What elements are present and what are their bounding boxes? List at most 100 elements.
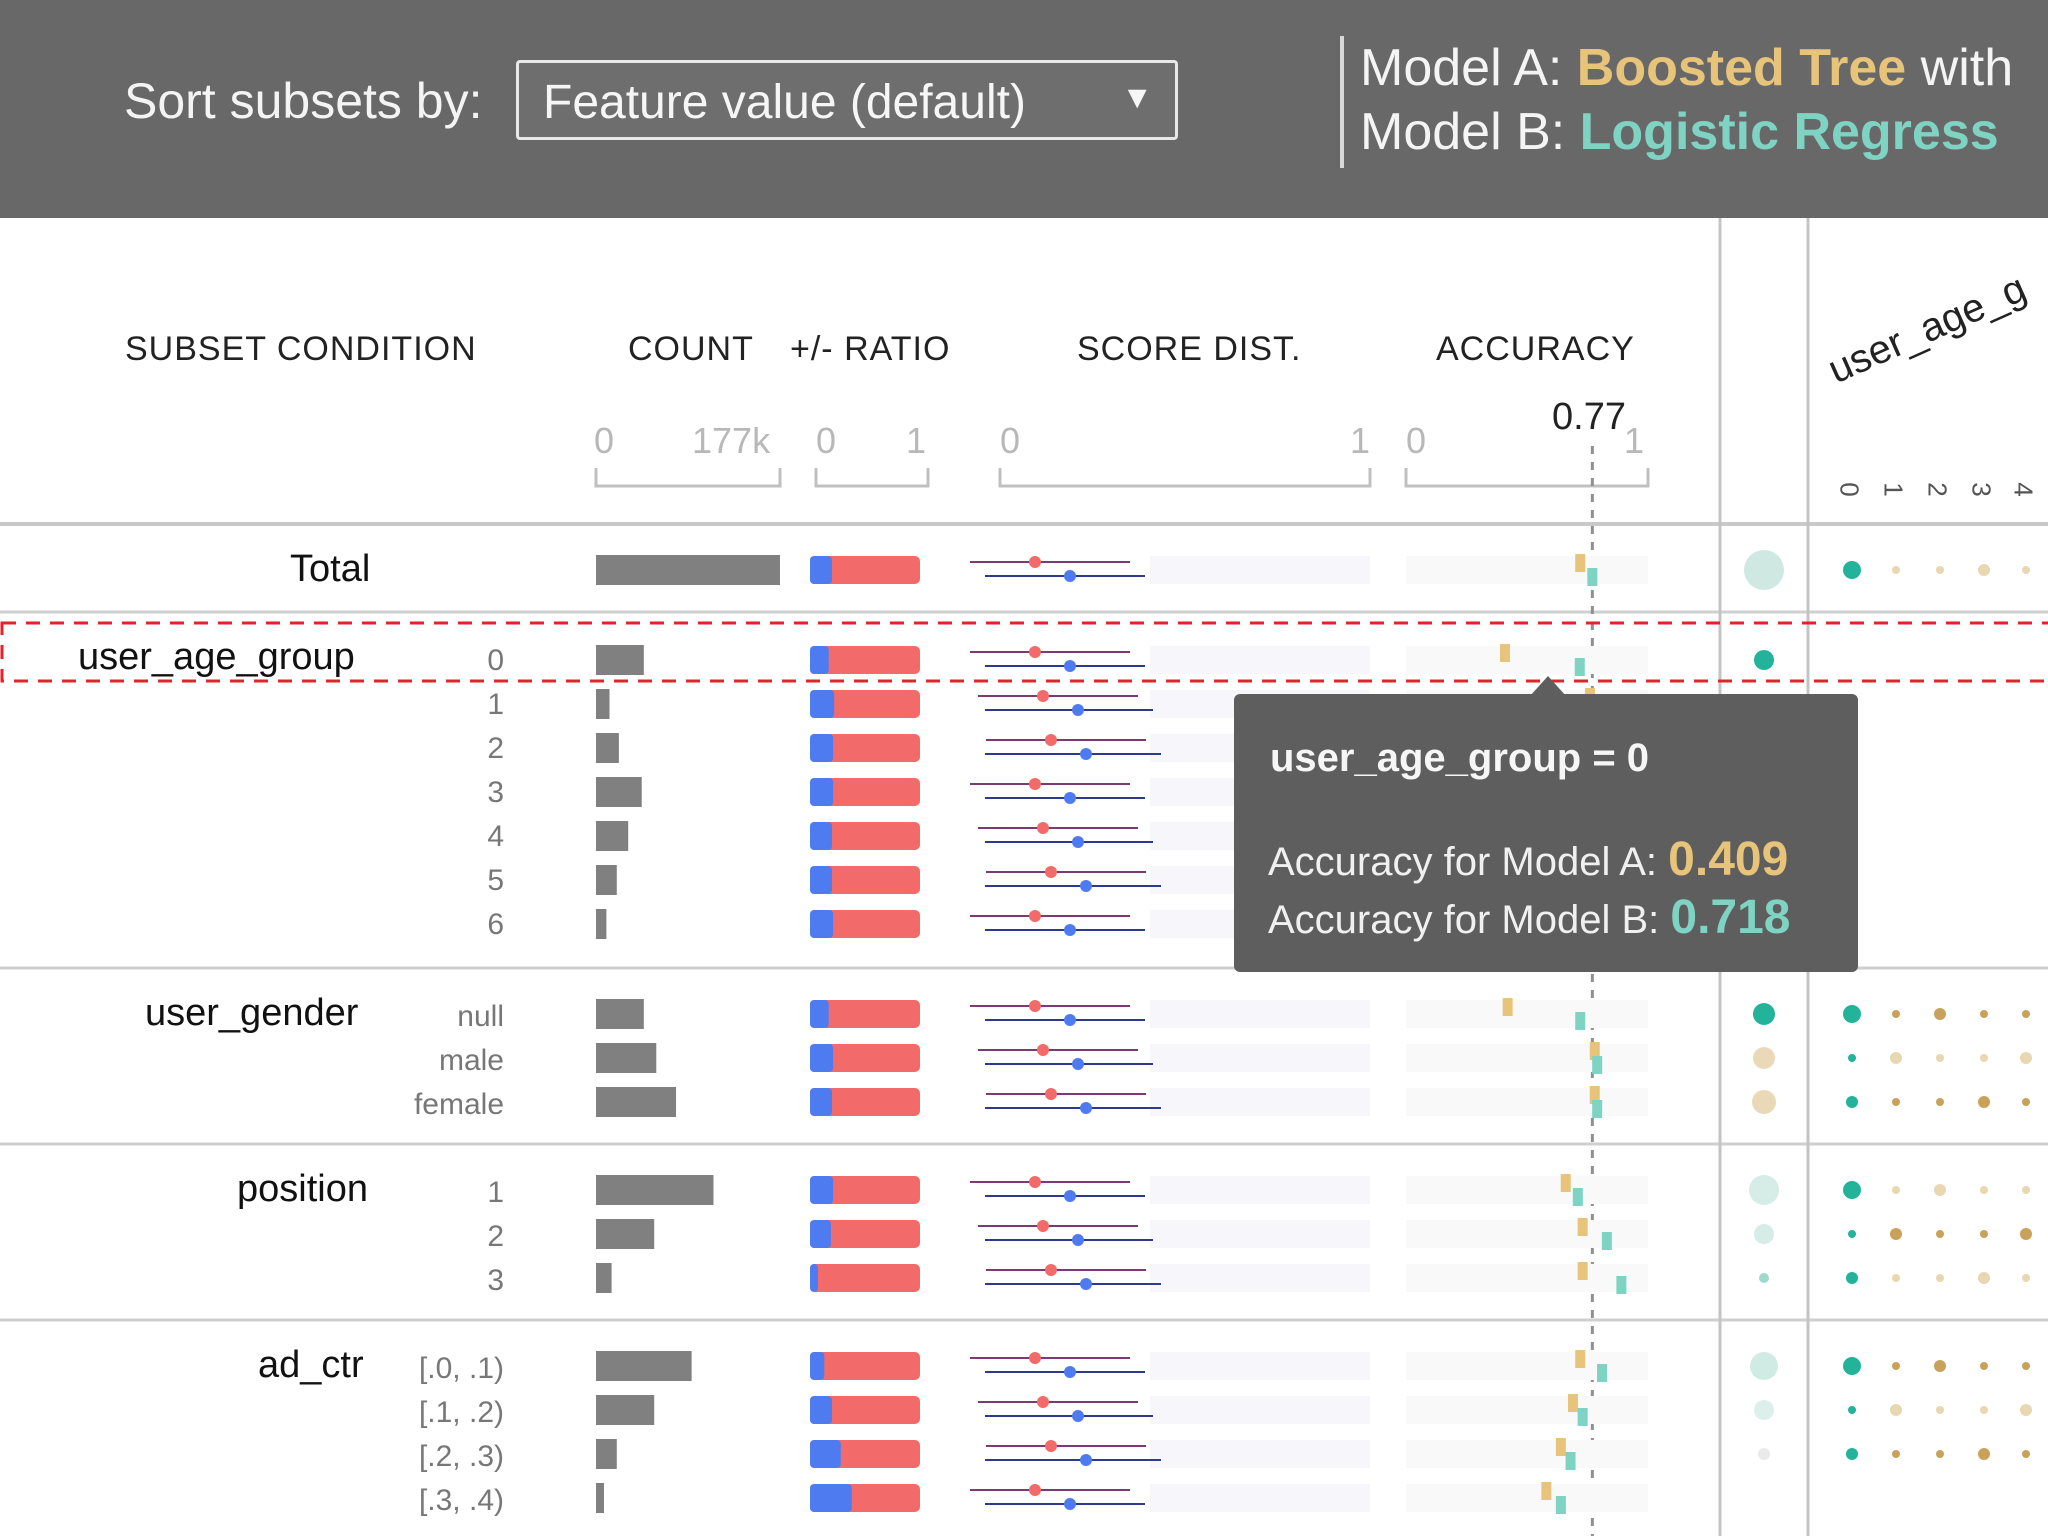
- value-label[interactable]: [.2, .3): [418, 1440, 504, 1473]
- accuracy-background: [1406, 1396, 1648, 1424]
- matrix-dot: [2022, 1274, 2030, 1282]
- value-label[interactable]: [.0, .1): [418, 1352, 504, 1385]
- accuracy-marker-b: [1572, 1188, 1583, 1206]
- feature-label-position[interactable]: position: [237, 1168, 368, 1210]
- subset-size-dot: [1750, 1352, 1778, 1380]
- matrix-dot: [1980, 1230, 1988, 1238]
- value-label[interactable]: 5: [487, 864, 504, 897]
- score-dist-negative-median: [1029, 646, 1041, 658]
- count-bar: [596, 1043, 657, 1073]
- matrix-dot: [1848, 1230, 1856, 1238]
- matrix-dot: [1843, 1357, 1861, 1375]
- ratio-bar-positive: [810, 1088, 832, 1116]
- score-axis: [998, 468, 1372, 488]
- value-label[interactable]: 3: [487, 776, 504, 809]
- ratio-bar-positive: [810, 556, 832, 584]
- value-label[interactable]: 1: [487, 688, 504, 721]
- score-dist-negative-median: [1037, 822, 1049, 834]
- ratio-bar-negative: [810, 1396, 920, 1424]
- ratio-bar-negative: [810, 690, 920, 718]
- matrix-dot: [1934, 1360, 1946, 1372]
- model-a-prefix: Model A:: [1360, 39, 1577, 97]
- accuracy-marker-b: [1597, 1364, 1608, 1382]
- subset-size-dot: [1753, 1003, 1775, 1025]
- score-dist-positive-median: [1064, 1498, 1076, 1510]
- matrix-dot: [1846, 1448, 1858, 1460]
- matrix-dot: [1848, 1054, 1856, 1062]
- tooltip-label-a: Accuracy for Model A:: [1268, 840, 1669, 884]
- matrix-dot: [1978, 1448, 1990, 1460]
- count-bar: [596, 865, 617, 895]
- highlighted-row[interactable]: [0, 621, 2048, 683]
- accuracy-marker-b: [1616, 1276, 1627, 1294]
- subset-size-dot: [1754, 650, 1774, 670]
- score-dist-positive-median: [1072, 836, 1084, 848]
- accuracy-marker-b: [1575, 1012, 1586, 1030]
- value-label[interactable]: 3: [487, 1264, 504, 1297]
- accuracy-marker-a: [1499, 644, 1510, 662]
- feature-label-user-gender[interactable]: user_gender: [145, 992, 359, 1034]
- tooltip-value-b: 0.718: [1670, 891, 1791, 944]
- value-label[interactable]: 2: [487, 732, 504, 765]
- accuracy-marker-a: [1555, 1438, 1566, 1456]
- value-label[interactable]: [.3, .4): [418, 1484, 504, 1517]
- value-label[interactable]: 1: [487, 1176, 504, 1209]
- score-dist-background: [1150, 1220, 1370, 1248]
- score-dist-positive-median: [1080, 880, 1092, 892]
- value-label[interactable]: male: [438, 1044, 504, 1077]
- matrix-dot: [1980, 1362, 1988, 1370]
- value-label[interactable]: null: [457, 1000, 504, 1033]
- rotated-tick: 1: [1878, 482, 1909, 497]
- count-bar: [596, 821, 629, 851]
- ratio-bar-positive: [810, 866, 832, 894]
- count-bar: [596, 645, 644, 675]
- ratio-bar-negative: [810, 866, 920, 894]
- ratio-bar-negative: [810, 910, 920, 938]
- matrix-dot: [1978, 1272, 1990, 1284]
- count-bar: [596, 1395, 655, 1425]
- header-divider: [1340, 36, 1344, 168]
- matrix-dot: [2022, 1186, 2030, 1194]
- sort-dropdown[interactable]: Feature value (default) ▼: [516, 60, 1178, 140]
- subset-size-dot: [1758, 1448, 1770, 1460]
- matrix-dot: [1892, 1186, 1900, 1194]
- value-label[interactable]: 4: [487, 820, 504, 853]
- ratio-bar-negative: [810, 646, 920, 674]
- tooltip-value-a: 0.409: [1668, 833, 1789, 886]
- ratio-bar-negative: [810, 556, 920, 584]
- ratio-bar-positive: [810, 734, 834, 762]
- score-dist-negative-median: [1045, 1264, 1057, 1276]
- accuracy-background: [1406, 1088, 1648, 1116]
- value-label[interactable]: [.1, .2): [418, 1396, 504, 1429]
- feature-label-total[interactable]: Total: [290, 548, 371, 590]
- value-label[interactable]: 6: [487, 908, 504, 941]
- matrix-dot: [2022, 1450, 2030, 1458]
- model-a-suffix: with: [1906, 39, 2014, 97]
- matrix-dot: [1934, 1184, 1946, 1196]
- score-dist-positive-median: [1080, 1102, 1092, 1114]
- count-bar: [596, 1439, 617, 1469]
- score-dist-background: [1150, 646, 1370, 674]
- value-label[interactable]: 0: [487, 644, 504, 677]
- matrix-dot: [1980, 1054, 1988, 1062]
- value-label[interactable]: 2: [487, 1220, 504, 1253]
- feature-label-user-age-group[interactable]: user_age_group: [78, 636, 355, 678]
- matrix-dot: [1978, 564, 1990, 576]
- value-label[interactable]: female: [413, 1088, 504, 1121]
- subset-size-dot: [1754, 1400, 1774, 1420]
- accuracy-marker-b: [1574, 658, 1585, 676]
- score-dist-negative-median: [1037, 1220, 1049, 1232]
- count-bar: [596, 1087, 677, 1117]
- matrix-dot: [1936, 1406, 1944, 1414]
- model-b-label: Model B: Logistic Regress: [1360, 102, 1999, 162]
- feature-label-ad-ctr[interactable]: ad_ctr: [258, 1344, 364, 1386]
- ratio-bar-positive: [810, 1000, 829, 1028]
- matrix-dot: [1936, 1098, 1944, 1106]
- count-axis: [594, 468, 782, 488]
- matrix-dot: [1978, 1096, 1990, 1108]
- accuracy-tick-min: 0: [1406, 420, 1427, 461]
- score-dist-positive-median: [1072, 1234, 1084, 1246]
- count-bar: [596, 555, 780, 585]
- subset-size-dot: [1749, 1175, 1779, 1205]
- accuracy-background: [1406, 1044, 1648, 1072]
